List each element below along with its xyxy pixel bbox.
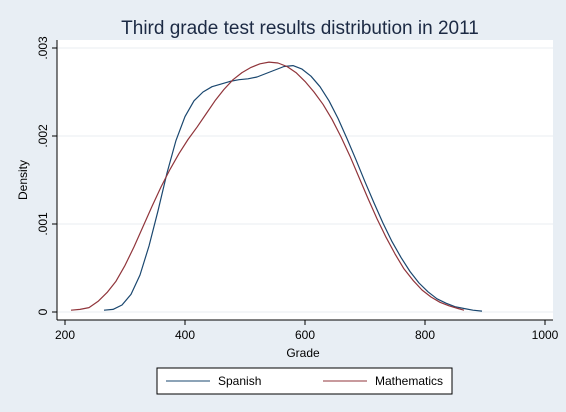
x-tick-label: 600 bbox=[295, 328, 315, 342]
x-tick-label: 800 bbox=[415, 328, 435, 342]
y-tick-label: .002 bbox=[36, 124, 50, 148]
series-lines bbox=[70, 61, 483, 312]
y-axis-title: Density bbox=[16, 160, 30, 200]
y-tick-label: .003 bbox=[36, 36, 50, 60]
x-axis-title: Grade bbox=[286, 346, 320, 360]
x-tick-label: 1000 bbox=[532, 328, 559, 342]
y-tick-label: 0 bbox=[36, 308, 50, 315]
x-tick-label: 200 bbox=[55, 328, 75, 342]
y-tick-label: .001 bbox=[36, 212, 50, 236]
chart-title: Third grade test results distribution in… bbox=[121, 18, 479, 39]
plot-area bbox=[57, 40, 553, 320]
legend: Spanish Mathematics bbox=[156, 367, 453, 395]
y-axis: 0 .001 .002 .003 bbox=[36, 36, 58, 320]
legend-label-mathematics: Mathematics bbox=[375, 374, 443, 388]
x-axis: 200 400 600 800 1000 bbox=[55, 319, 559, 342]
x-tick-label: 400 bbox=[175, 328, 195, 342]
series-line-spanish bbox=[103, 65, 483, 312]
legend-label-spanish: Spanish bbox=[218, 374, 261, 388]
grid-lines bbox=[57, 47, 553, 313]
series-line-mathematics bbox=[70, 61, 465, 311]
